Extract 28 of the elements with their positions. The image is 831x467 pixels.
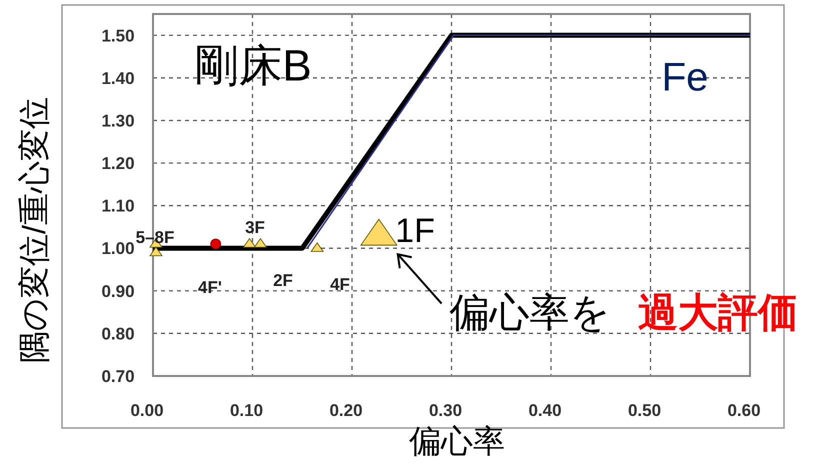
x-tick-label: 0.60 xyxy=(727,401,761,420)
annotation: 2F xyxy=(273,270,293,290)
x-tick-label: 0.50 xyxy=(628,401,662,420)
annotation: 偏心率を xyxy=(450,291,610,335)
y-tick-label: 1.00 xyxy=(101,239,135,258)
x-tick-label: 0.10 xyxy=(230,401,264,420)
annotation: 3F xyxy=(245,218,265,237)
x-axis-title: 偏心率 xyxy=(409,423,505,459)
annotation: 4F' xyxy=(198,278,222,297)
y-tick-label: 0.80 xyxy=(101,324,135,344)
annotation: 4F xyxy=(330,274,350,294)
y-tick-label: 1.30 xyxy=(101,111,135,130)
y-axis-title: 隅の変位/重心変位 xyxy=(16,97,52,363)
annotation: 5–8F xyxy=(136,228,174,247)
x-tick-label: 0.30 xyxy=(428,401,462,420)
annotation: 過大評価 xyxy=(638,291,798,335)
series-label: Fe xyxy=(662,55,708,100)
y-tick-label: 0.70 xyxy=(101,367,135,386)
y-tick-label: 1.50 xyxy=(101,26,135,46)
annotation: 剛床B xyxy=(194,41,312,90)
y-tick-label: 1.10 xyxy=(101,196,135,216)
x-tick-label: 0.00 xyxy=(130,401,164,420)
annotation: 1F xyxy=(395,212,435,250)
y-tick-label: 1.20 xyxy=(101,154,135,174)
x-tick-label: 0.40 xyxy=(528,401,562,420)
y-tick-label: 0.90 xyxy=(101,282,135,301)
x-tick-label: 0.20 xyxy=(329,401,363,420)
y-tick-label: 1.40 xyxy=(101,68,135,88)
